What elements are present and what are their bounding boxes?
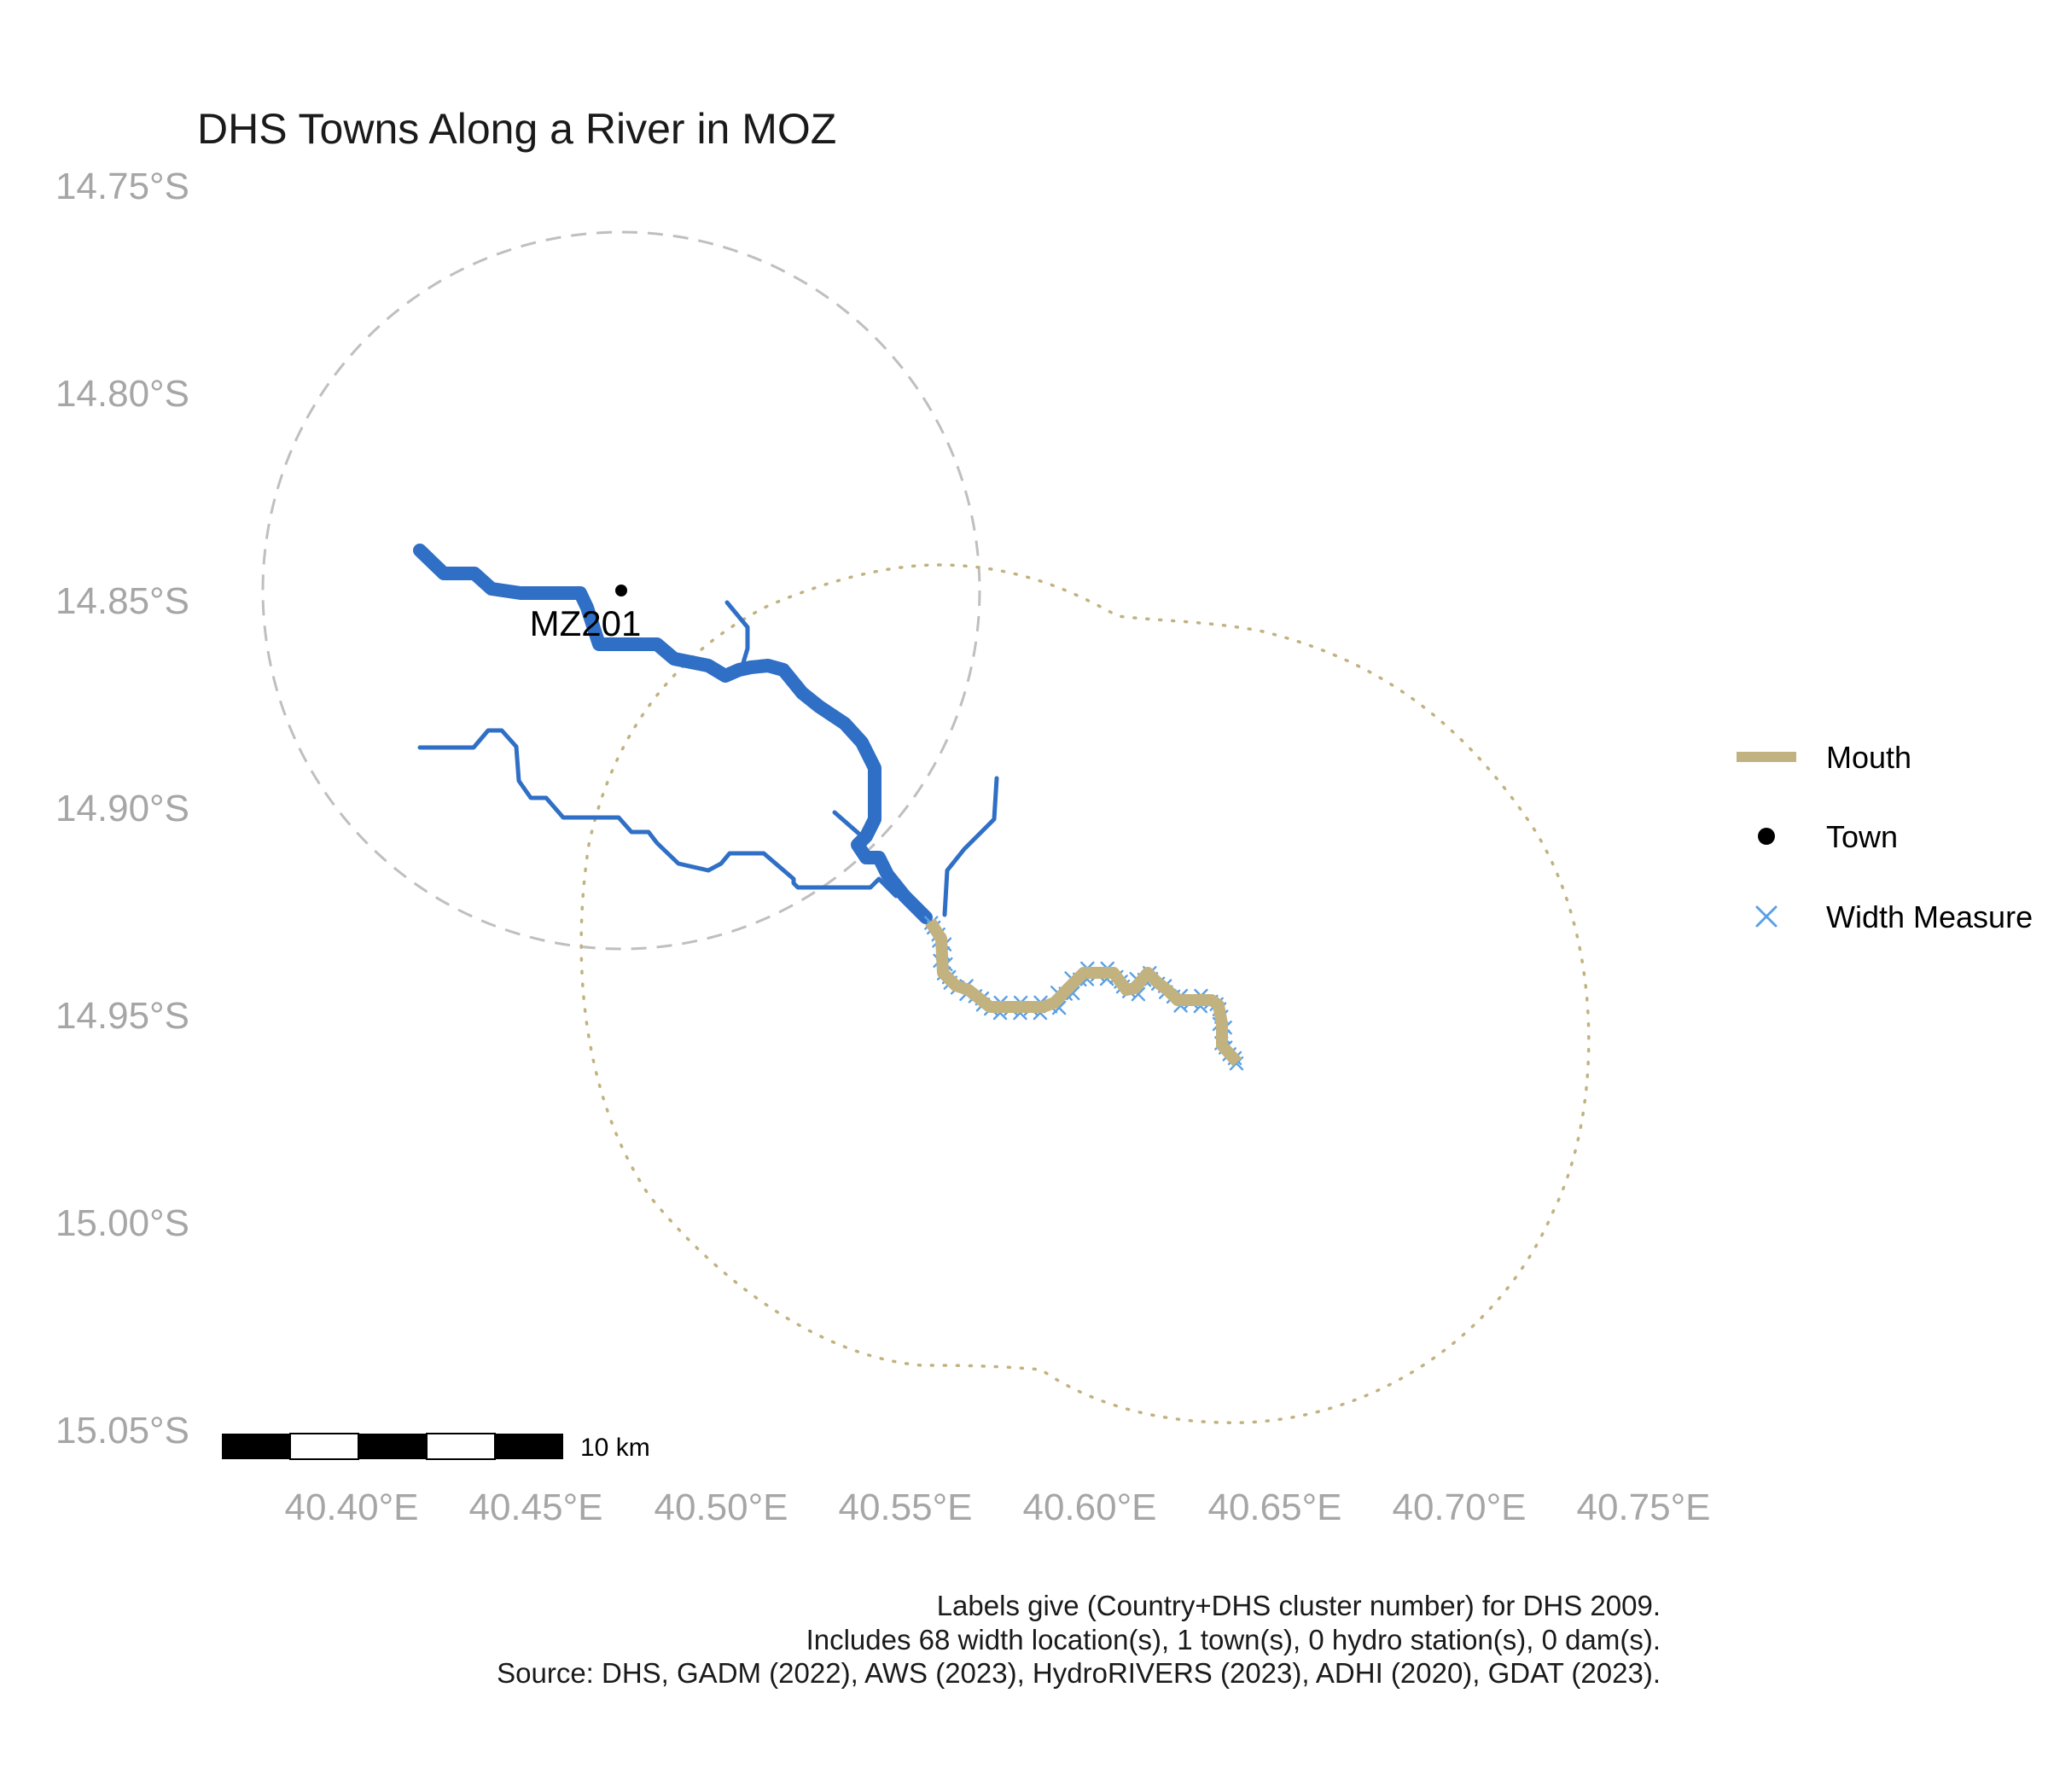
river-mouth-segment [925,918,1242,1067]
x-tick-label: 40.75°E [1576,1487,1710,1528]
scale-bar: 10 km [222,1433,650,1462]
river-tributary-mid [832,810,864,839]
caption: Labels give (Country+DHS cluster number)… [497,1590,1661,1689]
legend-key-town [1758,828,1775,845]
river-tributary-north [724,600,750,668]
y-axis: 14.75°S 14.80°S 14.85°S 14.90°S 14.95°S … [55,166,189,1452]
scale-bar-segment [222,1434,290,1459]
caption-line: Includes 68 width location(s), 1 town(s)… [806,1624,1661,1655]
map-title: DHS Towns Along a River in MOZ [197,105,836,153]
river-main-upper [413,544,933,924]
river-tributary-south [417,728,899,899]
river-network [413,544,999,924]
y-tick-label: 14.95°S [55,995,189,1037]
caption-line: Source: DHS, GADM (2022), AWS (2023), Hy… [497,1657,1661,1689]
x-tick-label: 40.45°E [468,1487,602,1528]
legend-label-town: Town [1826,819,1898,854]
legend-key-width-measure [1755,905,1777,928]
scale-bar-segment [495,1434,563,1459]
scale-bar-label: 10 km [580,1434,650,1462]
legend-label-width-measure: Width Measure [1826,899,2033,934]
y-tick-label: 15.00°S [55,1202,189,1244]
scale-bar-segment [426,1433,496,1460]
scale-bar-segment [289,1433,359,1460]
y-tick-label: 14.75°S [55,166,189,207]
x-tick-label: 40.55°E [838,1487,972,1528]
scale-bar-segment [358,1434,427,1459]
caption-line: Labels give (Country+DHS cluster number)… [937,1590,1661,1621]
y-tick-label: 14.80°S [55,373,189,415]
x-tick-label: 40.65°E [1207,1487,1341,1528]
y-tick-label: 15.05°S [55,1410,189,1452]
mouth-buffer-outline [579,563,1591,1424]
river-tributary-east [942,776,999,917]
x-tick-label: 40.60°E [1022,1487,1156,1528]
town-point [615,585,627,596]
x-axis: 40.40°E 40.45°E 40.50°E 40.55°E 40.60°E … [284,1487,1710,1528]
legend-label-mouth: Mouth [1826,740,1911,775]
y-tick-label: 14.85°S [55,580,189,622]
x-tick-label: 40.40°E [284,1487,418,1528]
town-buffer-circle [261,230,981,951]
legend: Mouth Town Width Measure [1737,740,2033,934]
x-tick-label: 40.50°E [654,1487,788,1528]
y-tick-label: 14.90°S [55,788,189,829]
x-tick-label: 40.70°E [1392,1487,1526,1528]
town-label: MZ201 [530,603,642,643]
